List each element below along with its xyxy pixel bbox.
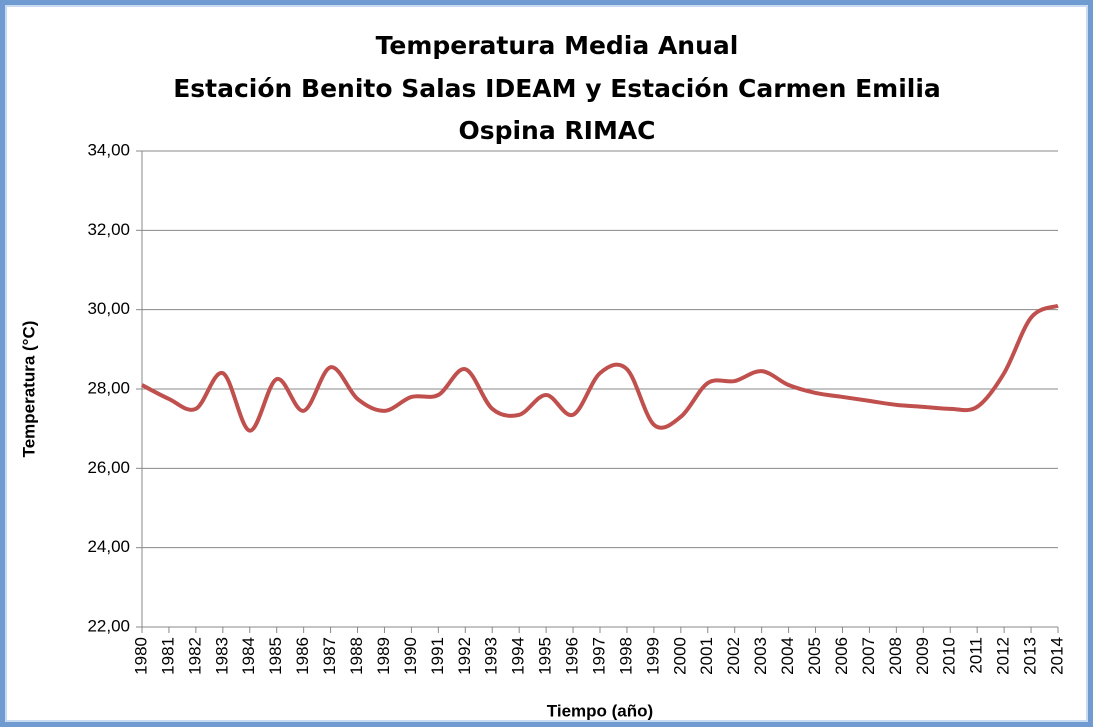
x-axis-title: Tiempo (año) [547,701,653,720]
x-tick-label: 2001 [697,637,716,675]
x-tick-label: 2000 [670,637,689,675]
x-tick-label: 1995 [536,637,555,675]
x-tick-label: 2007 [859,637,878,675]
x-tick-label: 2008 [886,637,905,675]
chart-title: Temperatura Media Anual [376,31,739,60]
x-tick-label: 2014 [1047,637,1066,675]
x-tick-label: 1986 [293,637,312,675]
x-tick-label: 1990 [401,637,420,675]
x-tick-label: 2013 [1021,637,1040,675]
x-tick-label: 1993 [482,637,501,675]
y-tick-label: 28,00 [87,378,130,397]
x-tick-label: 2010 [940,637,959,675]
x-tick-label: 1998 [616,637,635,675]
x-tick-label: 2005 [805,637,824,675]
y-tick-label: 32,00 [87,220,130,239]
x-tick-label: 2002 [724,637,743,675]
x-tick-label: 1992 [455,637,474,675]
y-tick-label: 26,00 [87,458,130,477]
x-tick-label: 1980 [131,637,150,675]
x-tick-label: 2011 [967,637,986,674]
y-tick-label: 24,00 [87,537,130,556]
chart-title: Ospina RIMAC [458,116,655,145]
x-tick-label: 1994 [509,637,528,675]
x-tick-label: 2009 [913,637,932,675]
y-tick-label: 30,00 [87,299,130,318]
x-tick-label: 1983 [212,637,231,675]
x-tick-label: 1987 [320,637,339,675]
line-series [141,303,1059,433]
y-tick-label: 34,00 [87,140,130,159]
x-tick-label: 2004 [778,637,797,675]
x-tick-label: 1988 [347,637,366,675]
x-tick-label: 1982 [185,637,204,675]
chart-title: Estación Benito Salas IDEAM y Estación C… [173,74,941,103]
x-tick-label: 1996 [563,637,582,675]
x-tick-label: 1999 [643,637,662,675]
x-tick-label: 2006 [832,637,851,675]
x-tick-label: 1985 [266,637,285,675]
x-tick-label: 2012 [994,637,1013,675]
x-tick-label: 1991 [428,637,447,675]
x-tick-label: 1989 [374,637,393,675]
x-tick-label: 2003 [751,637,770,675]
x-tick-label: 1981 [158,637,177,675]
y-axis-title: Temperatura (°C) [19,321,38,458]
x-tick-label: 1984 [239,637,258,675]
y-tick-label: 22,00 [87,616,130,635]
x-tick-label: 1997 [589,637,608,675]
